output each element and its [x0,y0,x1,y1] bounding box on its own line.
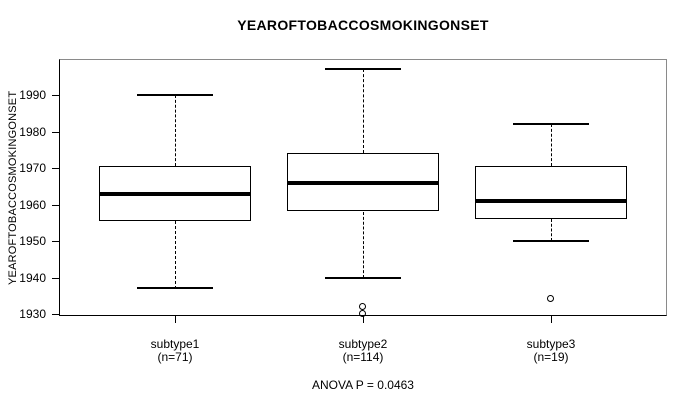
y-tick-label: 1950 [19,234,46,248]
group-sublabel: (n=71) [157,350,193,364]
x-group-label: subtype3 (n=19) [491,338,611,364]
whisker-upper [363,69,364,153]
median-line [99,192,251,196]
x-tick [363,316,364,323]
y-tick-label: 1960 [19,198,46,212]
y-tick [52,314,59,315]
whisker-cap-upper [325,68,401,70]
x-group-label: subtype2 (n=114) [303,338,423,364]
box-iqr [475,166,627,219]
whisker-cap-lower [325,277,401,279]
y-tick [52,205,59,206]
chart-title: YEAROFTOBACCOSMOKINGONSET [237,17,489,33]
x-group-label: subtype1 (n=71) [115,338,235,364]
median-line [287,181,439,185]
whisker-cap-lower [137,287,213,289]
group-label: subtype1 [150,337,200,351]
whisker-lower [363,212,364,278]
whisker-lower [551,219,552,241]
group-sublabel: (n=19) [533,350,569,364]
y-tick-label: 1930 [19,307,46,321]
median-line [475,199,627,203]
whisker-cap-upper [513,123,589,125]
group-label: subtype3 [526,337,576,351]
y-tick-label: 1980 [19,125,46,139]
y-tick [52,132,59,133]
y-tick [52,278,59,279]
anova-annotation: ANOVA P = 0.0463 [312,378,414,392]
y-tick [52,241,59,242]
y-tick-label: 1970 [19,161,46,175]
x-tick [175,316,176,323]
y-tick-label: 1940 [19,271,46,285]
outlier-point [547,295,554,302]
y-tick [52,168,59,169]
whisker-upper [175,95,176,166]
group-label: subtype2 [338,337,388,351]
y-tick-label: 1990 [19,88,46,102]
x-tick [551,316,552,323]
whisker-cap-lower [513,240,589,242]
whisker-lower [175,221,176,289]
whisker-upper [551,124,552,166]
y-tick [52,95,59,96]
outlier-point [359,310,366,317]
whisker-cap-upper [137,94,213,96]
outlier-point [359,303,366,310]
group-sublabel: (n=114) [342,350,384,364]
